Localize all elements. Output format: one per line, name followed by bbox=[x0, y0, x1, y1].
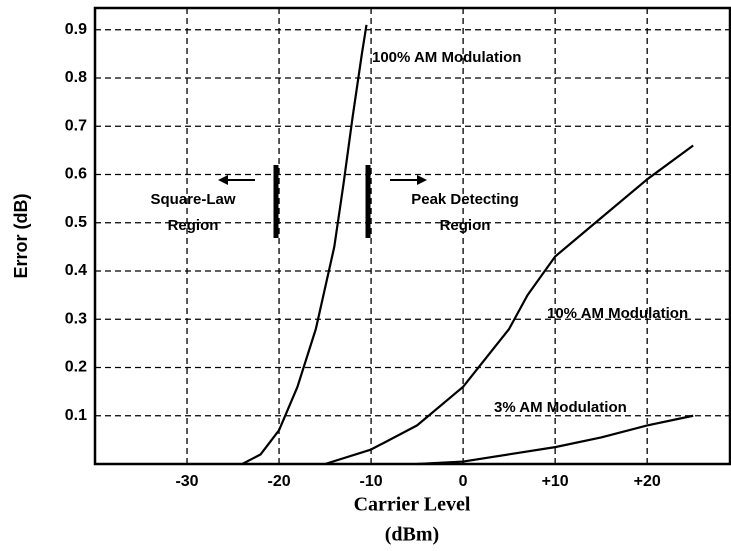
series-label: 10% AM Modulation bbox=[547, 305, 688, 322]
y-tick-label: 0.6 bbox=[65, 166, 87, 183]
y-tick-label: 0.3 bbox=[65, 310, 87, 327]
y-tick-label: 0.4 bbox=[65, 262, 87, 279]
series-label: 100% AM Modulation bbox=[372, 49, 521, 66]
series-label: 3% AM Modulation bbox=[494, 399, 627, 416]
x-tick-label: +10 bbox=[542, 473, 569, 490]
x-tick-label: -30 bbox=[175, 473, 198, 490]
x-tick-label: +20 bbox=[634, 473, 661, 490]
x-tick-label: -20 bbox=[267, 473, 290, 490]
plot-frame bbox=[93, 6, 731, 466]
y-tick-label: 0.9 bbox=[65, 21, 87, 38]
annotation: Region bbox=[168, 217, 219, 234]
x-axis-label: Carrier Level bbox=[354, 494, 471, 516]
line bbox=[417, 414, 694, 466]
annotation: Region bbox=[440, 217, 491, 234]
y-tick-label: 0.7 bbox=[65, 117, 87, 134]
arrow-head bbox=[417, 175, 427, 185]
y-tick-label: 0.8 bbox=[65, 69, 87, 86]
annotation: Square-Law bbox=[150, 191, 235, 208]
line bbox=[324, 144, 694, 466]
y-tick-label: 0.2 bbox=[65, 359, 87, 376]
x-tick-label: -10 bbox=[360, 473, 383, 490]
x-tick-label: 0 bbox=[459, 473, 468, 490]
line bbox=[241, 24, 368, 465]
annotation: Peak Detecting bbox=[411, 191, 519, 208]
y-axis-label: Error (dB) bbox=[11, 193, 31, 278]
x-axis-label: (dBm) bbox=[385, 524, 439, 546]
arrow-head bbox=[218, 175, 228, 185]
y-tick-label: 0.5 bbox=[65, 214, 87, 231]
y-tick-label: 0.1 bbox=[65, 407, 87, 424]
